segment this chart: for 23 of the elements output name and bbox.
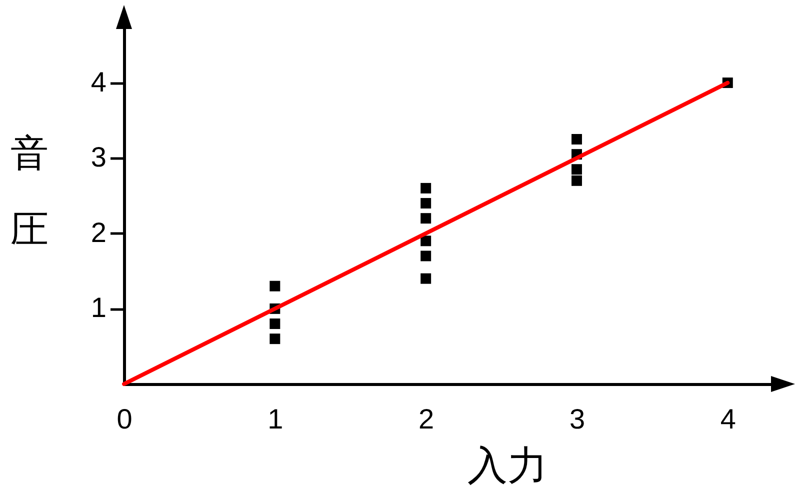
point (571, 134, 582, 144)
point (270, 280, 280, 292)
x-tick-label: 4 (720, 404, 736, 434)
point (420, 182, 432, 194)
point (571, 175, 582, 186)
x-tick-label: 1 (268, 404, 284, 434)
point (420, 236, 432, 246)
point (420, 213, 432, 224)
y-tick-label: 4 (90, 66, 106, 98)
point (270, 334, 280, 344)
y-tick-label: 3 (90, 142, 106, 173)
y-tick-label: 2 (90, 216, 106, 248)
point (270, 318, 280, 329)
x-tick-label: 0 (116, 404, 132, 434)
point (420, 198, 432, 209)
x-tick-label: 3 (569, 404, 586, 434)
x-tick-label: 2 (418, 404, 434, 434)
point (420, 250, 432, 262)
y-axis-title: 音圧 (10, 133, 48, 251)
y-tick-label: 1 (90, 292, 106, 324)
point (571, 164, 582, 175)
x-axis-title: 入力 (467, 444, 548, 486)
point (420, 273, 432, 284)
